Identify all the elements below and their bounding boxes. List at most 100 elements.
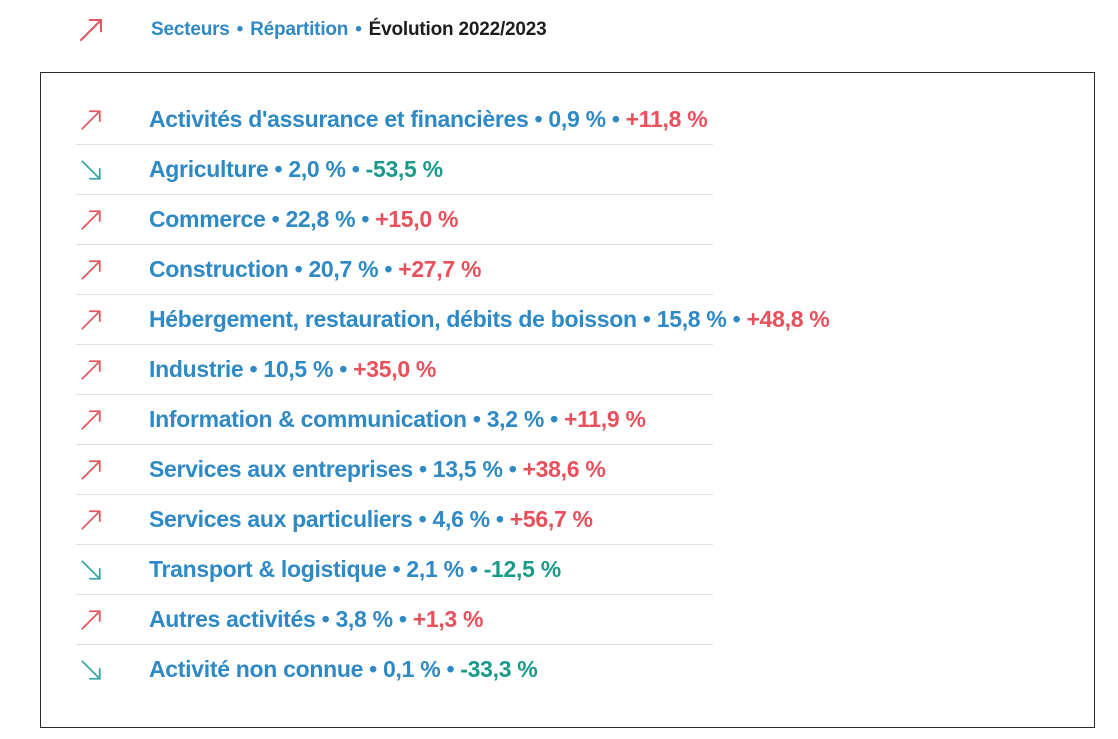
bullet-separator: • bbox=[268, 156, 289, 182]
trend-up-icon bbox=[77, 206, 105, 234]
trend-down-icon bbox=[77, 156, 105, 184]
bullet-separator: • bbox=[605, 106, 626, 132]
sector-share-value: 0,1 % bbox=[383, 656, 441, 682]
sector-share-value: 3,2 % bbox=[486, 406, 545, 432]
sector-row: Industrie • 10,5 % • +35,0 % bbox=[41, 345, 1094, 394]
sector-share-value: 2,1 % bbox=[406, 556, 464, 582]
trend-up-icon bbox=[77, 356, 105, 384]
trend-up-icon bbox=[77, 106, 105, 134]
bullet-separator: • bbox=[544, 406, 564, 432]
bullet-separator: • bbox=[412, 506, 433, 532]
sector-name: Services aux entreprises bbox=[149, 456, 413, 482]
sector-row: Hébergement, restauration, débits de boi… bbox=[41, 295, 1094, 344]
bullet-separator: • bbox=[528, 106, 549, 132]
sector-name: Activité non connue bbox=[149, 656, 364, 682]
sector-evolution-value: -12,5 % bbox=[483, 556, 561, 582]
tab-evolution[interactable]: Évolution 2022/2023 bbox=[368, 19, 547, 40]
sector-name: Agriculture bbox=[149, 156, 269, 182]
bullet-separator: • bbox=[726, 306, 747, 332]
row-divider bbox=[76, 544, 713, 545]
sector-evolution-value: +1,3 % bbox=[412, 606, 484, 632]
sector-evolution-value: -33,3 % bbox=[460, 656, 538, 682]
bullet-separator: • bbox=[412, 456, 433, 482]
bullet-separator: • bbox=[236, 19, 244, 40]
bullet-separator: • bbox=[440, 656, 461, 682]
sector-evolution-value: +15,0 % bbox=[375, 206, 459, 232]
sector-share-value: 15,8 % bbox=[656, 306, 727, 332]
sectors-panel: Activités d'assurance et financières • 0… bbox=[40, 72, 1095, 728]
sector-share-value: 22,8 % bbox=[285, 206, 356, 232]
bullet-separator: • bbox=[345, 156, 366, 182]
bullet-separator: • bbox=[489, 506, 510, 532]
row-divider bbox=[76, 494, 713, 495]
sector-row: Transport & logistique • 2,1 % • -12,5 % bbox=[41, 545, 1094, 594]
trend-up-icon bbox=[77, 456, 105, 484]
sector-evolution-value: +38,6 % bbox=[522, 456, 606, 482]
sector-evolution-value: +48,8 % bbox=[746, 306, 830, 332]
row-divider bbox=[76, 244, 713, 245]
row-divider bbox=[76, 144, 713, 145]
bullet-separator: • bbox=[378, 256, 399, 282]
sector-share-value: 2,0 % bbox=[288, 156, 346, 182]
trend-down-icon bbox=[77, 556, 105, 584]
sector-name: Industrie bbox=[149, 356, 244, 382]
sector-evolution-value: +11,8 % bbox=[625, 106, 708, 132]
bullet-separator: • bbox=[265, 206, 286, 232]
sector-name: Information & communication bbox=[149, 406, 467, 432]
trend-up-icon bbox=[77, 306, 105, 334]
sector-row: Information & communication • 3,2 % • +1… bbox=[41, 395, 1094, 444]
sector-share-value: 13,5 % bbox=[432, 456, 503, 482]
row-divider bbox=[76, 644, 713, 645]
bullet-separator: • bbox=[463, 556, 484, 582]
trend-down-icon bbox=[77, 656, 105, 684]
sector-name: Autres activités bbox=[149, 606, 316, 632]
bullet-separator: • bbox=[355, 19, 362, 40]
trend-up-icon bbox=[77, 506, 105, 534]
bullet-separator: • bbox=[502, 456, 523, 482]
trend-up-arrow-icon bbox=[75, 11, 107, 49]
sector-row: Construction • 20,7 % • +27,7 % bbox=[41, 245, 1094, 294]
sector-row: Commerce • 22,8 % • +15,0 % bbox=[41, 195, 1094, 244]
sector-row: Activité non connue • 0,1 % • -33,3 % bbox=[41, 645, 1094, 694]
sector-evolution-value: +27,7 % bbox=[398, 256, 482, 282]
bullet-separator: • bbox=[288, 256, 309, 282]
row-divider bbox=[76, 344, 713, 345]
sector-row: Activités d'assurance et financières • 0… bbox=[41, 95, 1094, 144]
bullet-separator: • bbox=[636, 306, 657, 332]
bullet-separator: • bbox=[355, 206, 376, 232]
sector-share-value: 3,8 % bbox=[335, 606, 393, 632]
sector-share-value: 0,9 % bbox=[548, 106, 606, 132]
sector-row: Agriculture • 2,0 % • -53,5 % bbox=[41, 145, 1094, 194]
sector-name: Activités d'assurance et financières bbox=[149, 106, 529, 132]
bullet-separator: • bbox=[392, 606, 413, 632]
view-tabs: Secteurs • Répartition • Évolution 2022/… bbox=[151, 19, 547, 41]
sector-name: Transport & logistique bbox=[149, 556, 387, 582]
bullet-separator: • bbox=[333, 356, 354, 382]
sector-name: Hébergement, restauration, débits de boi… bbox=[149, 306, 637, 332]
sector-evolution-value: -53,5 % bbox=[365, 156, 443, 182]
tab-secteurs[interactable]: Secteurs bbox=[151, 19, 230, 40]
row-divider bbox=[76, 194, 713, 195]
row-divider bbox=[76, 444, 713, 445]
tab-repartition[interactable]: Répartition bbox=[250, 19, 349, 40]
sector-evolution-value: +56,7 % bbox=[509, 506, 593, 532]
row-divider bbox=[76, 394, 713, 395]
sector-row: Services aux entreprises • 13,5 % • +38,… bbox=[41, 445, 1094, 494]
bullet-separator: • bbox=[386, 556, 407, 582]
sector-evolution-value: +11,9 % bbox=[563, 406, 646, 432]
row-divider bbox=[76, 294, 713, 295]
sector-name: Services aux particuliers bbox=[149, 506, 413, 532]
sector-share-value: 10,5 % bbox=[263, 356, 334, 382]
trend-up-icon bbox=[77, 256, 105, 284]
header: Secteurs • Répartition • Évolution 2022/… bbox=[75, 8, 547, 52]
trend-up-icon bbox=[77, 406, 105, 434]
sector-share-value: 4,6 % bbox=[432, 506, 491, 532]
trend-up-icon bbox=[77, 606, 105, 634]
row-divider bbox=[76, 594, 713, 595]
bullet-separator: • bbox=[466, 406, 487, 432]
bullet-separator: • bbox=[363, 656, 384, 682]
bullet-separator: • bbox=[243, 356, 264, 382]
bullet-separator: • bbox=[315, 606, 336, 632]
sector-name: Construction bbox=[149, 256, 289, 282]
sector-evolution-value: +35,0 % bbox=[353, 356, 437, 382]
